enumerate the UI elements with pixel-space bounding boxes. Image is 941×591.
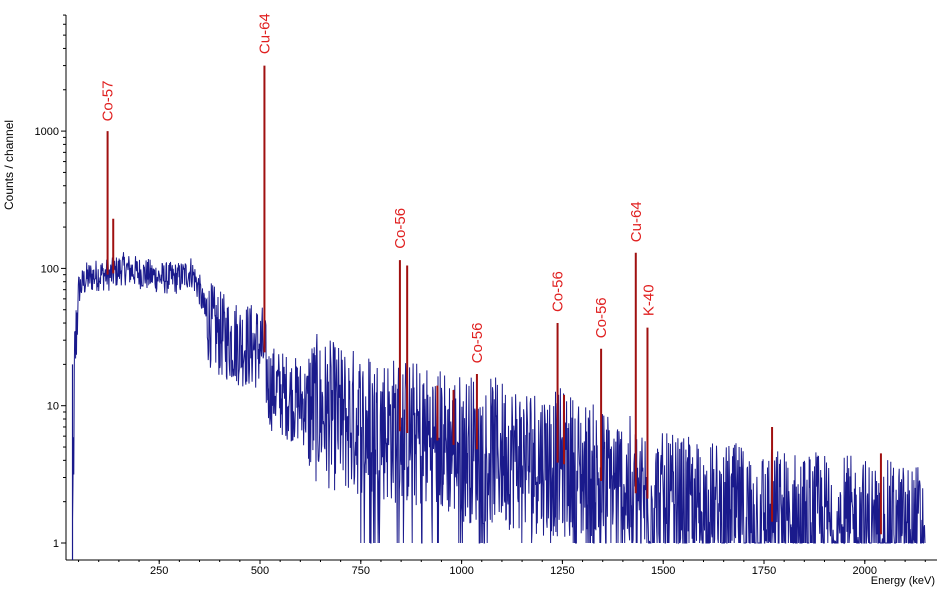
peak-label: Cu-64 [256,13,273,54]
chart-axes: 250 500 750 1000 1250 1500 1750 2000 1 10 100 1000 [35,14,937,577]
spectrum-continuum [71,252,926,560]
peak-label: K-40 [640,284,657,316]
spectrum-trace [72,252,926,545]
x-tick-label: 2000 [853,565,877,577]
y-tick-label: 100 [41,263,59,275]
y-axis-label: Counts / channel [2,119,16,210]
peak-label: Co-57 [100,81,117,122]
spectrum-peaks [106,65,882,535]
peak-label: Cu-64 [628,201,645,242]
x-tick-label: 1500 [651,565,675,577]
peak-label: Co-56 [392,208,409,249]
peak-label: Co-56 [550,271,567,312]
y-tick-label: 10 [47,401,59,413]
peak-label: Co-56 [593,297,610,338]
y-tick-label: 1000 [35,126,59,138]
x-tick-label: 500 [251,565,269,577]
x-tick-label: 1250 [550,565,574,577]
x-tick-label: 1750 [752,565,776,577]
x-tick-label: 1000 [449,565,473,577]
x-axis-label: Energy (keV) [870,575,935,587]
y-tick-label: 1 [53,538,59,550]
peak-label: Co-56 [469,323,486,364]
x-tick-label: 750 [352,565,370,577]
peak-labels: Co-57 Cu-64 Co-56 Co-56 Co-56 Co-56 Cu-64 K-40 [100,13,658,363]
x-tick-label: 250 [150,565,168,577]
